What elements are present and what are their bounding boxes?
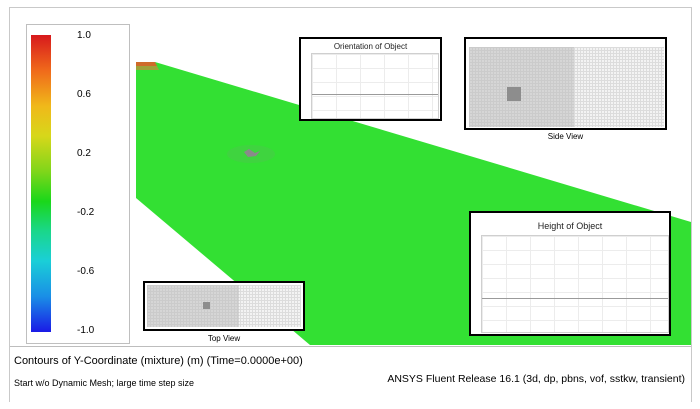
legend-tick: 0.6 <box>77 89 91 100</box>
orientation-plot <box>311 53 439 119</box>
status-bar: Contours of Y-Coordinate (mixture) (m) (… <box>10 346 691 402</box>
side-view-mesh <box>469 47 664 127</box>
orientation-title: Orientation of Object <box>333 42 408 51</box>
legend-tick: -1.0 <box>77 325 95 336</box>
contour-title: Contours of Y-Coordinate (mixture) (m) (… <box>14 355 303 367</box>
height-title: Height of Object <box>537 221 603 231</box>
side-view-caption: Side View <box>547 132 584 141</box>
case-subtitle: Start w/o Dynamic Mesh; large time step … <box>14 378 195 388</box>
color-legend: 1.0 0.6 0.2 -0.2 -0.6 -1.0 <box>26 24 130 344</box>
top-view-caption: Top View <box>207 334 241 343</box>
orientation-inset: Orientation of Object <box>299 37 442 121</box>
legend-tick: 1.0 <box>77 30 91 41</box>
height-plot <box>481 235 669 333</box>
colorbar <box>31 35 51 332</box>
height-inset: Height of Object <box>469 211 671 336</box>
legend-tick: -0.6 <box>77 266 95 277</box>
graphics-window: 1.0 0.6 0.2 -0.2 -0.6 -1.0 Orientation o… <box>9 7 692 402</box>
top-view-mesh <box>147 285 301 327</box>
side-view-inset <box>464 37 667 130</box>
legend-tick: -0.2 <box>77 207 95 218</box>
top-view-inset <box>143 281 305 331</box>
3d-viewport[interactable]: 1.0 0.6 0.2 -0.2 -0.6 -1.0 Orientation o… <box>10 8 691 345</box>
release-info: ANSYS Fluent Release 16.1 (3d, dp, pbns,… <box>387 373 685 385</box>
legend-tick: 0.2 <box>77 148 91 159</box>
